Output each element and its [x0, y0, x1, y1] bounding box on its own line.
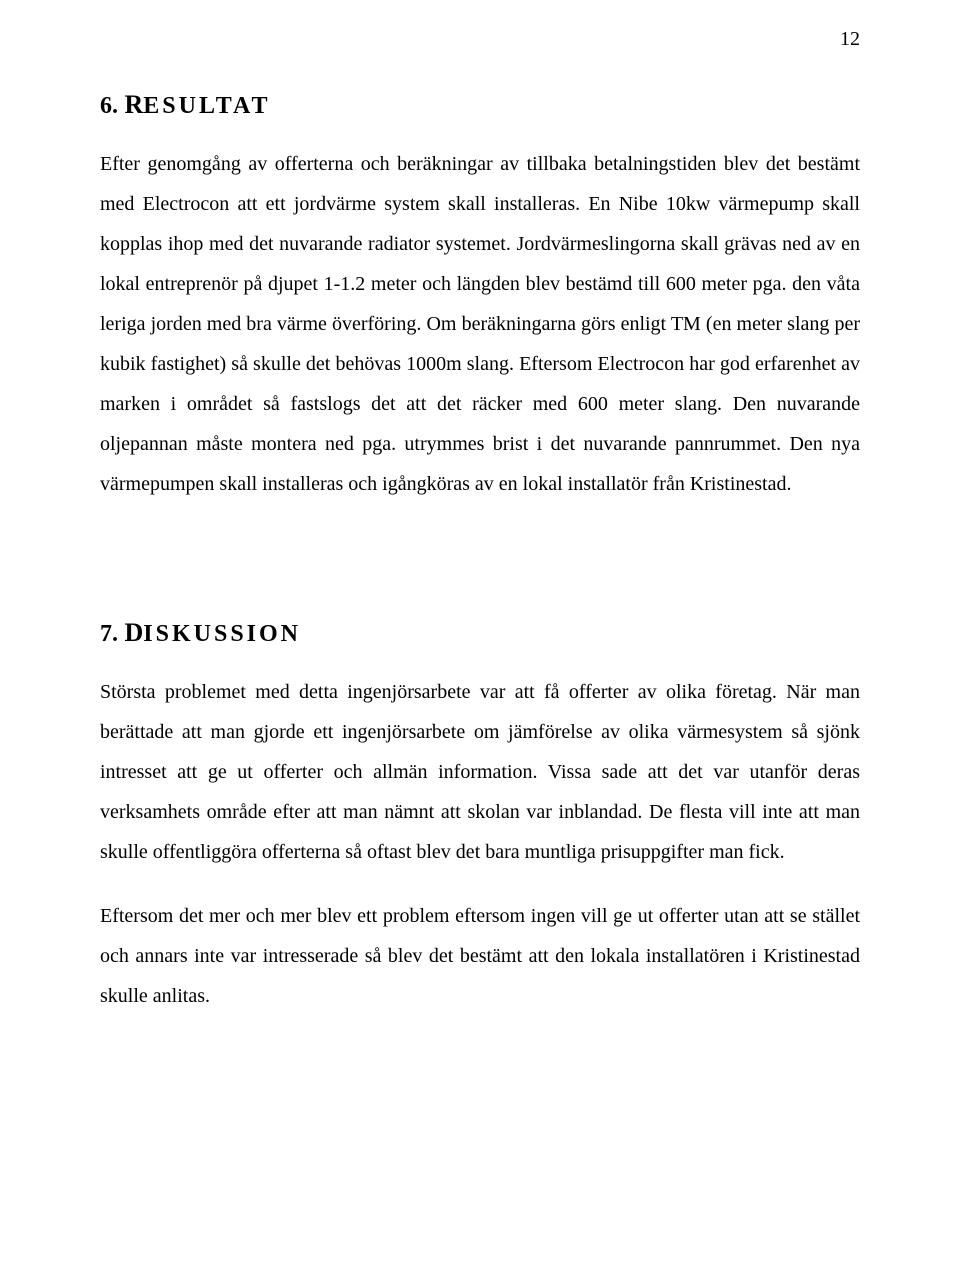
document-page: 12 6. RESULTAT Efter genomgång av offert…	[0, 0, 960, 1272]
section-title-first: D	[125, 618, 144, 647]
section-title-rest: ISKUSSION	[143, 621, 301, 647]
section-gap	[100, 528, 860, 568]
section-title: RESULTAT	[125, 93, 271, 119]
section-number: 7.	[100, 621, 118, 647]
section-title-rest: ESULTAT	[143, 93, 270, 119]
section-title-first: R	[125, 90, 144, 119]
section-heading-resultat: 6. RESULTAT	[100, 90, 860, 120]
paragraph: Eftersom det mer och mer blev ett proble…	[100, 896, 860, 1016]
paragraph: Största problemet med detta ingenjörsarb…	[100, 672, 860, 872]
section-number: 6.	[100, 93, 118, 119]
page-number: 12	[840, 28, 860, 51]
section-heading-diskussion: 7. DISKUSSION	[100, 618, 860, 648]
paragraph: Efter genomgång av offerterna och beräkn…	[100, 144, 860, 504]
section-title: DISKUSSION	[125, 621, 302, 647]
